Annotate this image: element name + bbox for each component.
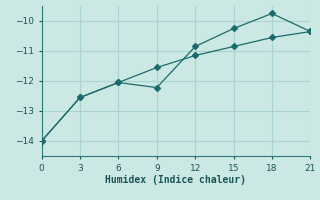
X-axis label: Humidex (Indice chaleur): Humidex (Indice chaleur) (106, 175, 246, 185)
